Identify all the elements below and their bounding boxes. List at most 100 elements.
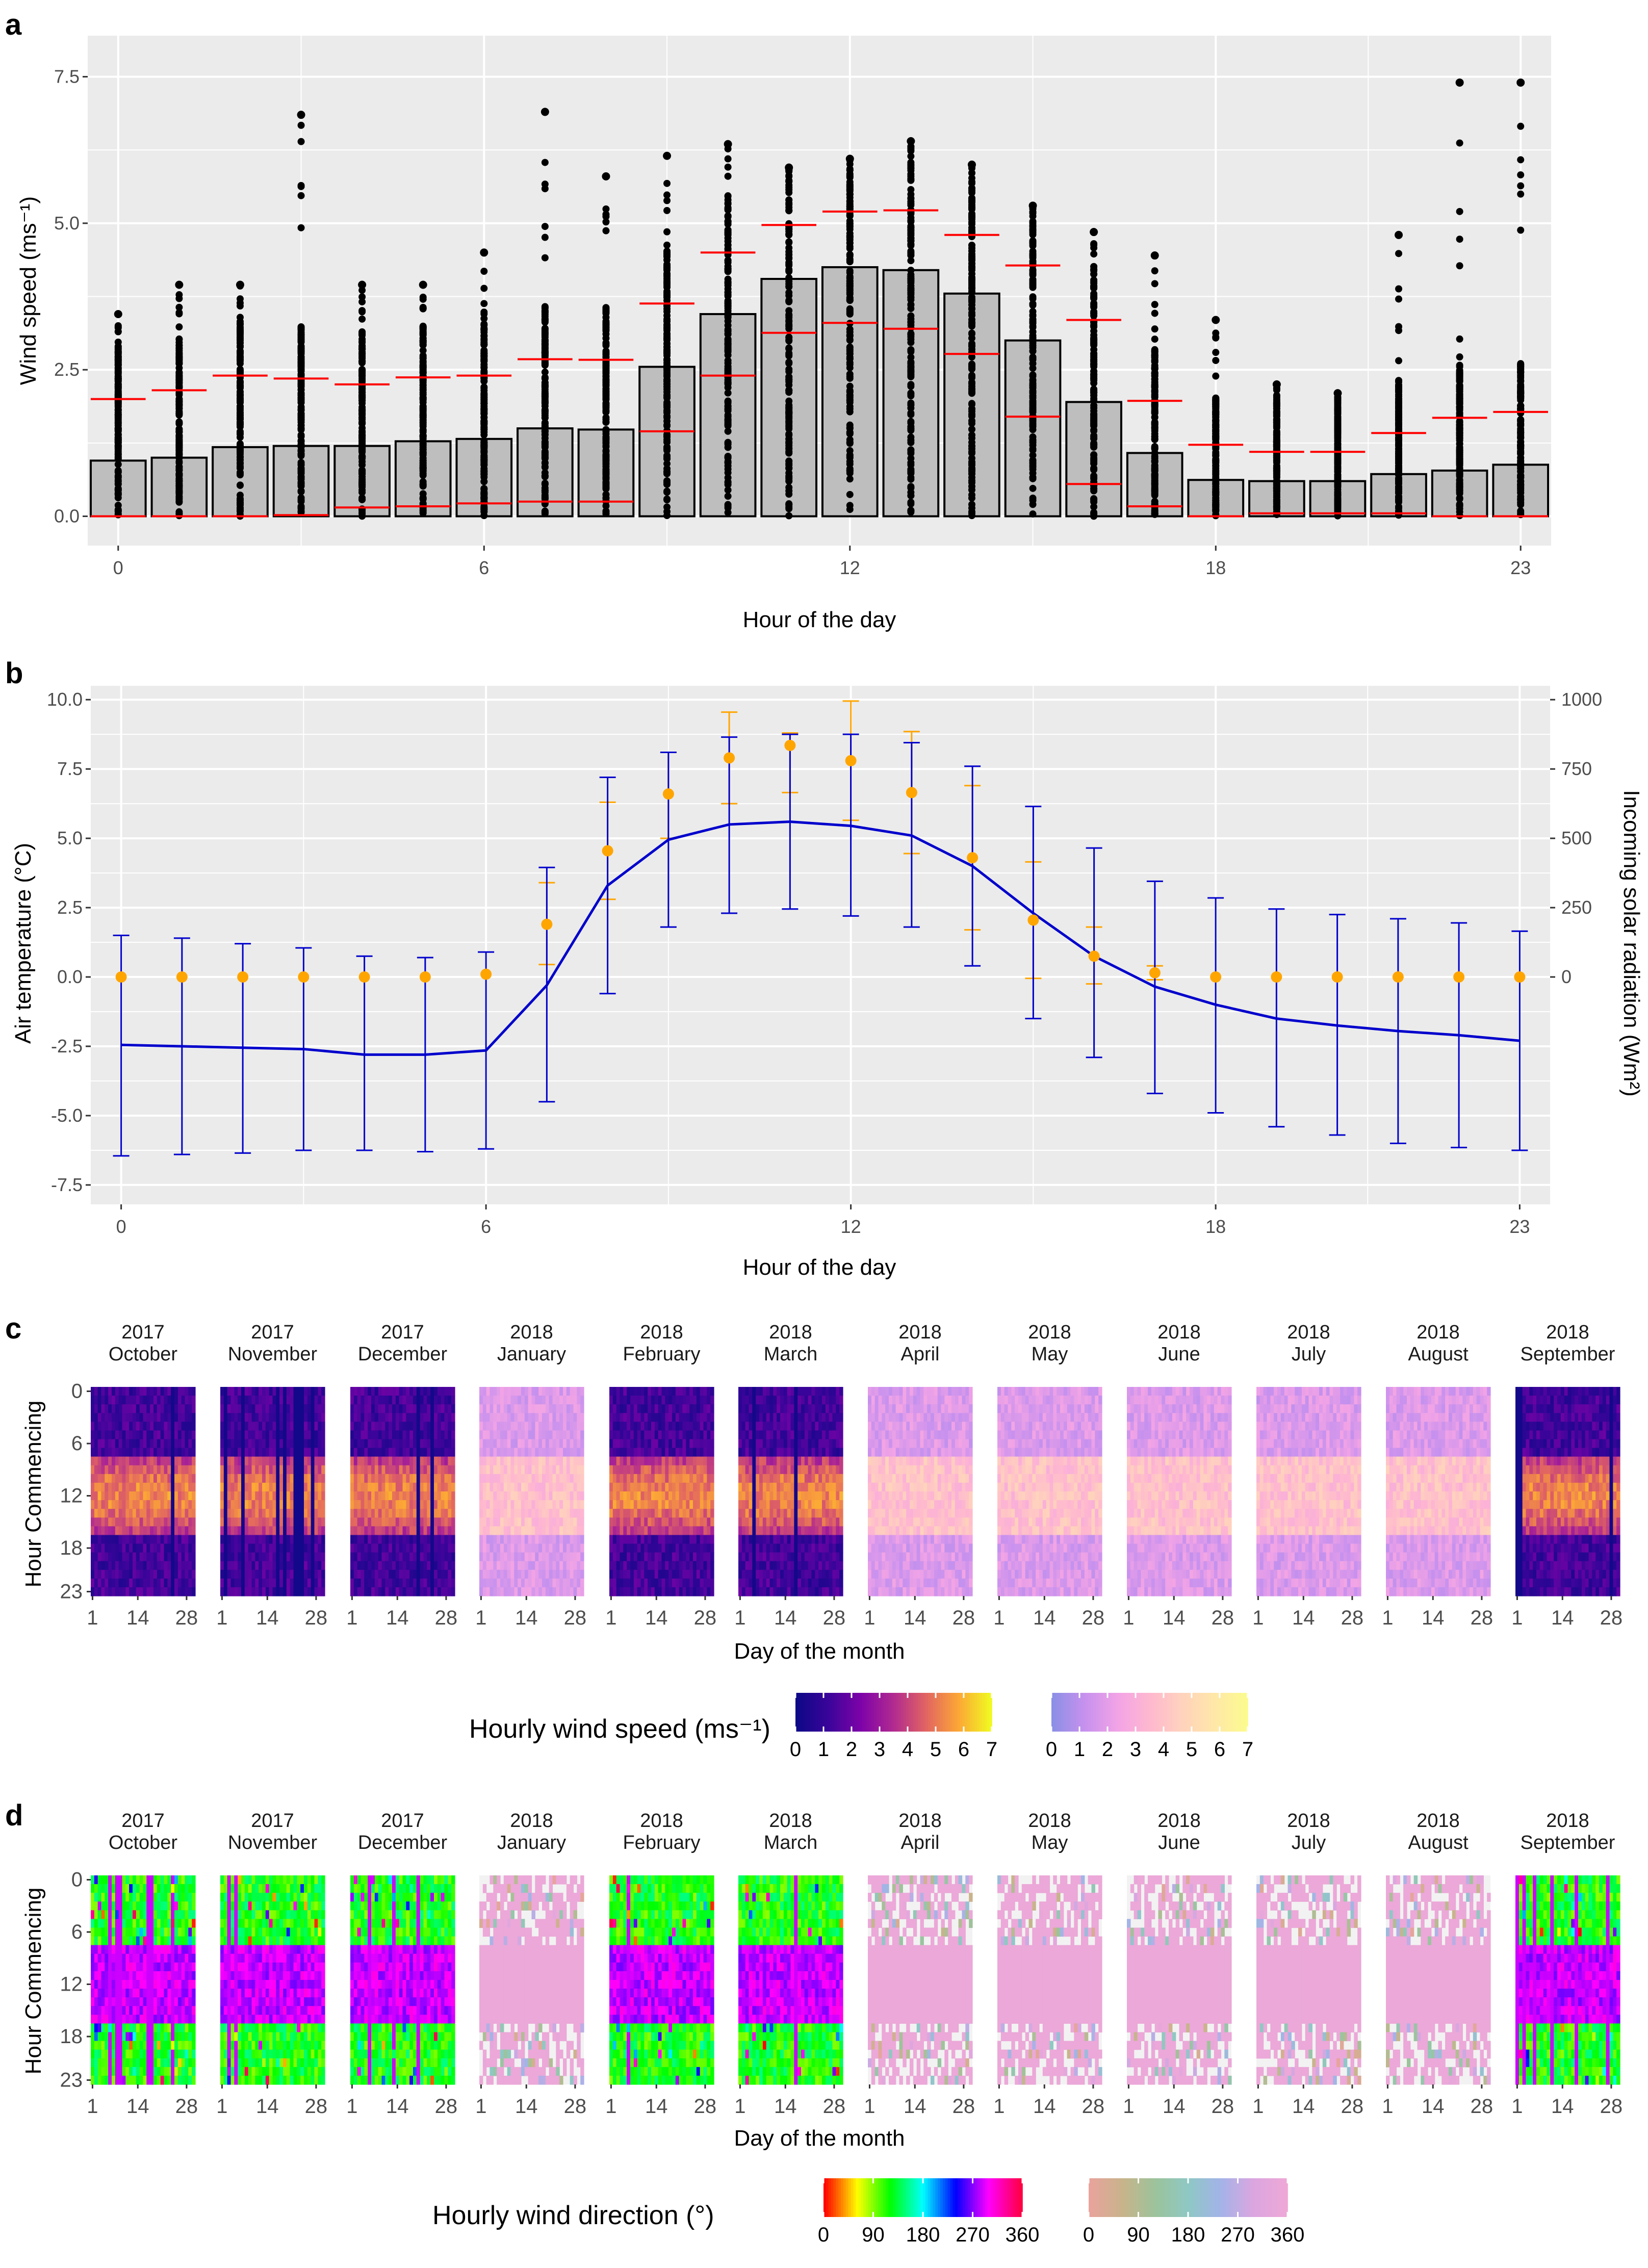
wind-speed-max-point: [297, 111, 305, 119]
heatmap-cell: [101, 1587, 105, 1596]
heatmap-cell: [177, 1404, 182, 1413]
wind-speed-max-point: [1212, 316, 1220, 324]
wind-speed-point: [541, 494, 549, 501]
solar-point: [1271, 971, 1282, 983]
heatmap-cell: [125, 1491, 130, 1501]
wind-speed-point: [846, 310, 854, 318]
heatmap-cell: [122, 1587, 126, 1596]
wind-speed-point: [907, 330, 915, 338]
heatmap-cell: [91, 1535, 95, 1544]
wind-speed-point: [1151, 280, 1158, 288]
wind-speed-point: [846, 392, 854, 399]
heatmap-cell: [112, 1552, 116, 1562]
heatmap-cell: [143, 1517, 147, 1527]
wind-speed-point: [1456, 482, 1463, 490]
heatmap-cell: [230, 1422, 235, 1431]
heatmap-cell: [91, 1439, 95, 1449]
wind-speed-point: [541, 510, 549, 518]
wind-speed-point: [236, 428, 244, 435]
heatmap-cell: [112, 1517, 116, 1527]
heatmap-cell: [122, 1387, 126, 1396]
wind-speed-point: [785, 423, 793, 431]
heatmap-cell: [129, 1482, 133, 1492]
wind-speed-point: [480, 410, 488, 418]
heatmap-cell: [223, 1517, 228, 1527]
heatmap-cell: [122, 1404, 126, 1413]
heatmap-cell: [220, 1439, 224, 1449]
wind-speed-point: [663, 279, 671, 287]
wind-speed-point: [1456, 367, 1463, 374]
heatmap-cell: [230, 1396, 235, 1405]
heatmap-cell: [171, 1552, 175, 1562]
wind-speed-point: [663, 413, 671, 420]
heatmap-cell: [177, 1587, 182, 1596]
heatmap-cell: [241, 1387, 245, 1396]
wind-speed-point: [846, 347, 854, 355]
wind-speed-point: [785, 307, 793, 315]
wind-speed-point: [1517, 464, 1525, 472]
wind-speed-point: [480, 328, 488, 336]
heatmap-cell: [125, 1569, 130, 1579]
wind-speed-point: [724, 317, 732, 325]
heatmap-cell: [139, 1413, 144, 1422]
heatmap-cell: [97, 1387, 102, 1396]
wind-speed-point: [236, 462, 244, 470]
heatmap-cell: [230, 1482, 235, 1492]
heatmap-cell: [115, 1474, 119, 1483]
heatmap-cell: [101, 1491, 105, 1501]
wind-speed-point: [1151, 489, 1158, 497]
heatmap-cell: [94, 1517, 98, 1527]
wind-speed-point: [907, 198, 915, 205]
wind-speed-point: [724, 310, 732, 318]
wind-speed-point: [846, 502, 854, 509]
heatmap-cell: [188, 1474, 192, 1483]
heatmap-cell: [181, 1396, 186, 1405]
heatmap-cell: [171, 1474, 175, 1483]
wind-speed-point: [602, 366, 610, 373]
wind-speed-point: [602, 373, 610, 380]
wind-speed-point: [846, 408, 854, 416]
heatmap-cell: [105, 1465, 109, 1475]
heatmap-cell: [234, 1535, 238, 1544]
heatmap-cell: [133, 1578, 137, 1588]
heatmap-cell: [91, 1422, 95, 1431]
heatmap-cell: [94, 1430, 98, 1440]
wind-speed-point: [358, 461, 366, 469]
heatmap-cell: [108, 1448, 112, 1457]
wind-speed-point: [1395, 475, 1403, 482]
wind-speed-point: [541, 347, 549, 355]
heatmap-cell: [192, 1526, 196, 1536]
facet-month-label: November: [228, 1344, 318, 1365]
heatmap-cell: [150, 1482, 154, 1492]
panel-a-y-axis-title: Wind speed (ms⁻¹): [16, 196, 41, 385]
wind-speed-point: [175, 303, 183, 311]
heatmap-cell: [160, 1482, 165, 1492]
heatmap-cell: [171, 1422, 175, 1431]
wind-speed-point: [358, 315, 366, 323]
wind-speed-point: [297, 474, 305, 481]
heatmap-cell: [129, 1387, 133, 1396]
heatmap-cell: [167, 1387, 171, 1396]
wind-speed-max-point: [419, 280, 427, 289]
solar-point: [176, 971, 188, 983]
heatmap-cell: [94, 1500, 98, 1509]
heatmap-cell: [101, 1430, 105, 1440]
heatmap-cell: [234, 1396, 238, 1405]
wind-speed-point: [358, 496, 366, 503]
wind-speed-point: [236, 440, 244, 448]
heatmap-cell: [91, 1561, 95, 1570]
heatmap-cell: [230, 1500, 235, 1509]
wind-speed-point: [175, 490, 183, 498]
panel-b-background: [91, 686, 1550, 1204]
heatmap-cell: [227, 1474, 231, 1483]
wind-speed-point: [968, 405, 975, 413]
wind-speed-point: [358, 394, 366, 402]
wind-speed-point: [785, 262, 793, 269]
wind-speed-point: [724, 336, 732, 343]
heatmap-cell: [118, 1526, 123, 1536]
heatmap-cell: [122, 1509, 126, 1518]
wind-speed-point: [175, 372, 183, 380]
wind-speed-point: [602, 388, 610, 396]
wind-speed-point: [541, 463, 549, 471]
wind-speed-point: [358, 447, 366, 455]
